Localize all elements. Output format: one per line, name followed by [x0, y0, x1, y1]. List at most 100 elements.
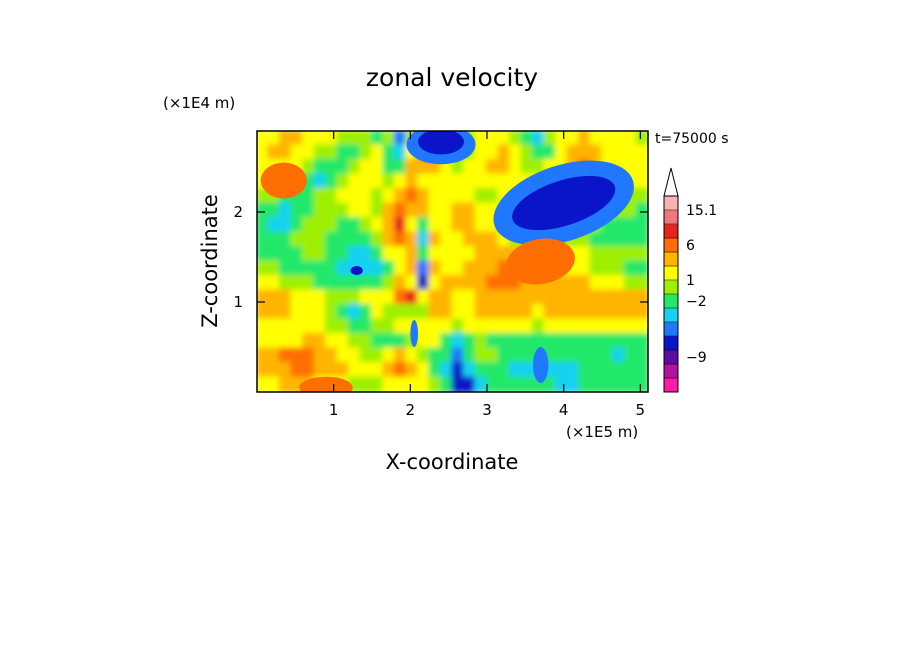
field-cell [267, 362, 281, 379]
field-cell [543, 376, 557, 392]
field-cell [486, 275, 500, 292]
field-cell [279, 333, 293, 350]
field-cell [359, 376, 373, 392]
field-cell [382, 246, 396, 263]
field-cell [578, 347, 592, 364]
field-cell [417, 275, 431, 292]
field-cell [624, 318, 638, 335]
field-cell [313, 131, 327, 147]
field-cell [336, 347, 350, 364]
field-cell [267, 376, 281, 392]
field-cell [257, 333, 270, 350]
field-cell [313, 333, 327, 350]
field-cell [440, 246, 454, 263]
field-cell [474, 131, 488, 147]
field-cell [520, 376, 534, 392]
field-cell [336, 362, 350, 379]
field-cell [267, 144, 281, 161]
field-cell [359, 275, 373, 292]
field-cell [394, 246, 408, 263]
field-cell [428, 333, 442, 350]
field-cell [290, 202, 304, 219]
field-cell [417, 289, 431, 306]
field-cell [428, 347, 442, 364]
field-cell [635, 246, 648, 263]
field-cell [359, 159, 373, 176]
field-cell [371, 289, 385, 306]
field-cell [359, 144, 373, 161]
field-cell [624, 159, 638, 176]
field-cell [589, 231, 603, 248]
field-cell [371, 275, 385, 292]
negative-spot [350, 266, 363, 275]
field-cell [313, 347, 327, 364]
field-cell [486, 188, 500, 205]
field-cell [371, 318, 385, 335]
field-cell [382, 289, 396, 306]
field-cell [486, 131, 500, 147]
field-cell [520, 144, 534, 161]
field-cell [532, 304, 546, 321]
field-cell [474, 231, 488, 248]
field-cell [486, 318, 500, 335]
field-cell [279, 246, 293, 263]
field-cell [359, 318, 373, 335]
x-tick-label: 2 [406, 401, 416, 419]
field-cell [566, 376, 580, 392]
field-cell [428, 304, 442, 321]
field-cell [359, 217, 373, 234]
field-cell [405, 347, 419, 364]
field-cell [555, 131, 569, 147]
field-cell [589, 304, 603, 321]
field-cell [635, 289, 648, 306]
field-cell [578, 260, 592, 277]
field-cell [509, 376, 523, 392]
field-cell [257, 217, 270, 234]
field-cell [440, 318, 454, 335]
field-cell [257, 376, 270, 392]
field-cell [348, 217, 362, 234]
field-cell [279, 260, 293, 277]
plot-frame [256, 130, 649, 393]
field-cell [440, 260, 454, 277]
positive-patch [506, 238, 575, 285]
field-cell [394, 188, 408, 205]
field-cell [257, 304, 270, 321]
field-cell [520, 304, 534, 321]
colorbar-swatch [664, 364, 678, 379]
colorbar: 15.1 6 1 −2 −9 [663, 167, 717, 393]
colorbar-swatch [664, 350, 678, 365]
field-cell [635, 347, 648, 364]
field-cell [336, 217, 350, 234]
field-cell [624, 304, 638, 321]
field-cell [463, 231, 477, 248]
field-cell [313, 246, 327, 263]
field-cell [520, 159, 534, 176]
field-cell [382, 318, 396, 335]
field-cell [405, 246, 419, 263]
field-cell [543, 131, 557, 147]
field-cell [497, 304, 511, 321]
field-cell [601, 246, 615, 263]
field-cell [578, 289, 592, 306]
field-cell [589, 289, 603, 306]
field-cell [313, 318, 327, 335]
field-cell [348, 173, 362, 190]
field-cell [359, 304, 373, 321]
field-cell [290, 304, 304, 321]
field-cell [359, 131, 373, 147]
field-cell [290, 217, 304, 234]
field-cell [589, 246, 603, 263]
field-cell [451, 376, 465, 392]
y-axis-label: Z-coordinate [198, 194, 222, 328]
field-cell [313, 159, 327, 176]
field-cell [451, 173, 465, 190]
field-cell [555, 144, 569, 161]
field-cell [463, 275, 477, 292]
field-cell [313, 231, 327, 248]
field-cell [405, 260, 419, 277]
field-cell [474, 333, 488, 350]
field-cell [451, 333, 465, 350]
field-cell [474, 260, 488, 277]
field-cell [520, 333, 534, 350]
